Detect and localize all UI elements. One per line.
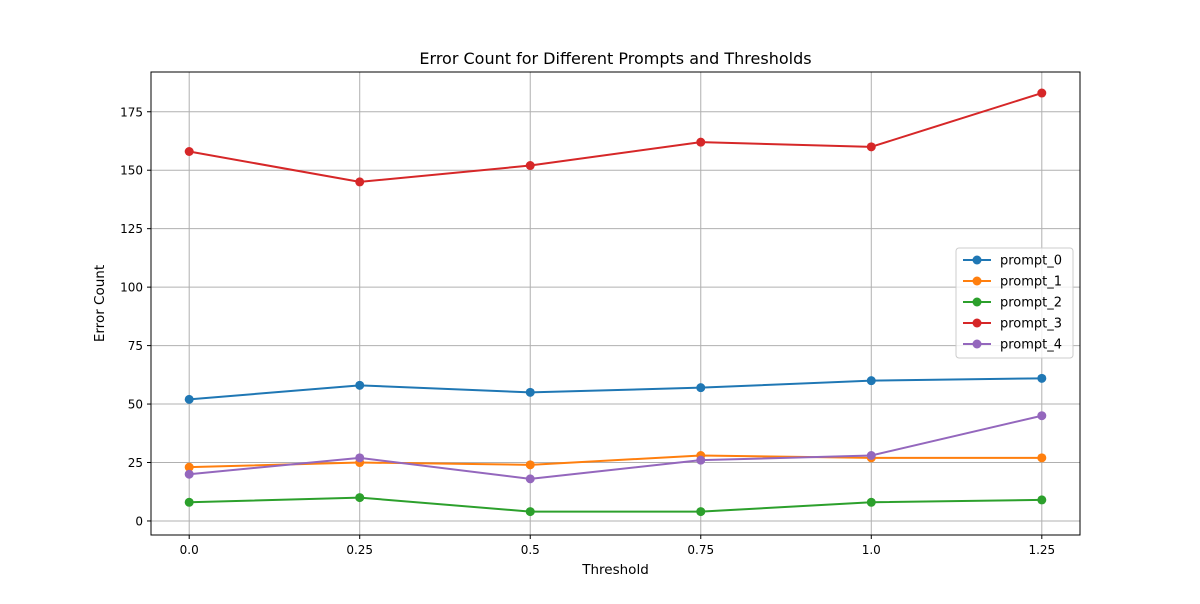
legend-marker <box>972 318 982 328</box>
data-point <box>696 507 706 517</box>
legend-label: prompt_3 <box>1000 317 1062 332</box>
y-tick-label: 50 <box>128 398 143 412</box>
data-point <box>184 462 194 472</box>
series-prompt_3 <box>184 88 1047 187</box>
chart-title: Error Count for Different Prompts and Th… <box>419 49 811 68</box>
y-axis-label: Error Count <box>92 265 108 342</box>
data-point <box>355 380 365 390</box>
x-tick-label: 0.75 <box>687 543 714 557</box>
data-point <box>1037 453 1047 463</box>
data-point <box>525 161 535 171</box>
legend-label: prompt_0 <box>1000 254 1062 269</box>
x-tick-label: 1.25 <box>1028 543 1055 557</box>
data-point <box>1037 495 1047 505</box>
y-tick-label: 25 <box>128 456 143 470</box>
data-point <box>525 387 535 397</box>
y-tick-label: 0 <box>135 514 143 528</box>
series-prompt_2 <box>184 493 1047 517</box>
x-tick-label: 1.0 <box>862 543 881 557</box>
series-line <box>189 414 1043 480</box>
legend-box <box>955 247 1074 359</box>
x-tick-label: 0.25 <box>346 543 373 557</box>
data-point <box>866 376 876 386</box>
series-line <box>189 92 1043 183</box>
x-axis-label: Threshold <box>581 562 649 578</box>
data-point <box>355 493 365 503</box>
series-line <box>189 496 1042 513</box>
legend-marker <box>972 297 982 307</box>
data-point <box>696 137 706 147</box>
y-tick-label: 175 <box>120 105 143 119</box>
data-point <box>866 497 876 507</box>
legend-entry: prompt_3 <box>963 317 1062 332</box>
legend-marker <box>972 339 982 349</box>
data-point <box>866 142 876 152</box>
legend-entry: prompt_4 <box>963 338 1062 353</box>
data-point <box>355 453 365 463</box>
data-point <box>184 469 194 479</box>
data-point <box>1037 88 1047 98</box>
legend: prompt_0 prompt_1 prompt_2 prompt_3 prompt_4 <box>955 247 1074 359</box>
legend-label: prompt_2 <box>1000 296 1062 311</box>
data-point <box>866 450 876 460</box>
data-point <box>525 507 535 517</box>
legend-label: prompt_4 <box>1000 338 1062 353</box>
y-tick-label: 125 <box>120 222 143 236</box>
data-point <box>184 394 194 404</box>
y-tick-label: 150 <box>120 164 143 178</box>
legend-marker <box>972 276 982 286</box>
series-prompt_0 <box>184 373 1047 404</box>
data-point <box>355 177 365 187</box>
data-point <box>525 474 535 484</box>
series-line <box>189 377 1042 401</box>
x-tick-label: 0.5 <box>521 543 540 557</box>
data-point <box>184 147 194 157</box>
legend-entry: prompt_0 <box>963 254 1062 269</box>
x-tick-label: 0.0 <box>180 543 199 557</box>
data-point <box>696 383 706 393</box>
legend-entry: prompt_2 <box>963 296 1062 311</box>
legend-entry: prompt_1 <box>963 275 1062 290</box>
data-point <box>525 460 535 470</box>
axes: 0.0 0.25 0.5 0.75 1.0 1.25 0 25 50 75 100 125 150 175 <box>120 105 1055 557</box>
legend-marker <box>972 255 982 265</box>
series-line <box>189 454 1042 469</box>
data-point <box>1037 411 1047 421</box>
data-point <box>696 455 706 465</box>
legend-label: prompt_1 <box>1000 275 1062 290</box>
plot-area-frame <box>150 71 1081 536</box>
y-tick-label: 75 <box>128 339 143 353</box>
data-point <box>184 497 194 507</box>
series-prompt_4 <box>184 411 1047 484</box>
series <box>184 88 1047 517</box>
y-tick-label: 100 <box>120 281 143 295</box>
data-point <box>1037 373 1047 383</box>
